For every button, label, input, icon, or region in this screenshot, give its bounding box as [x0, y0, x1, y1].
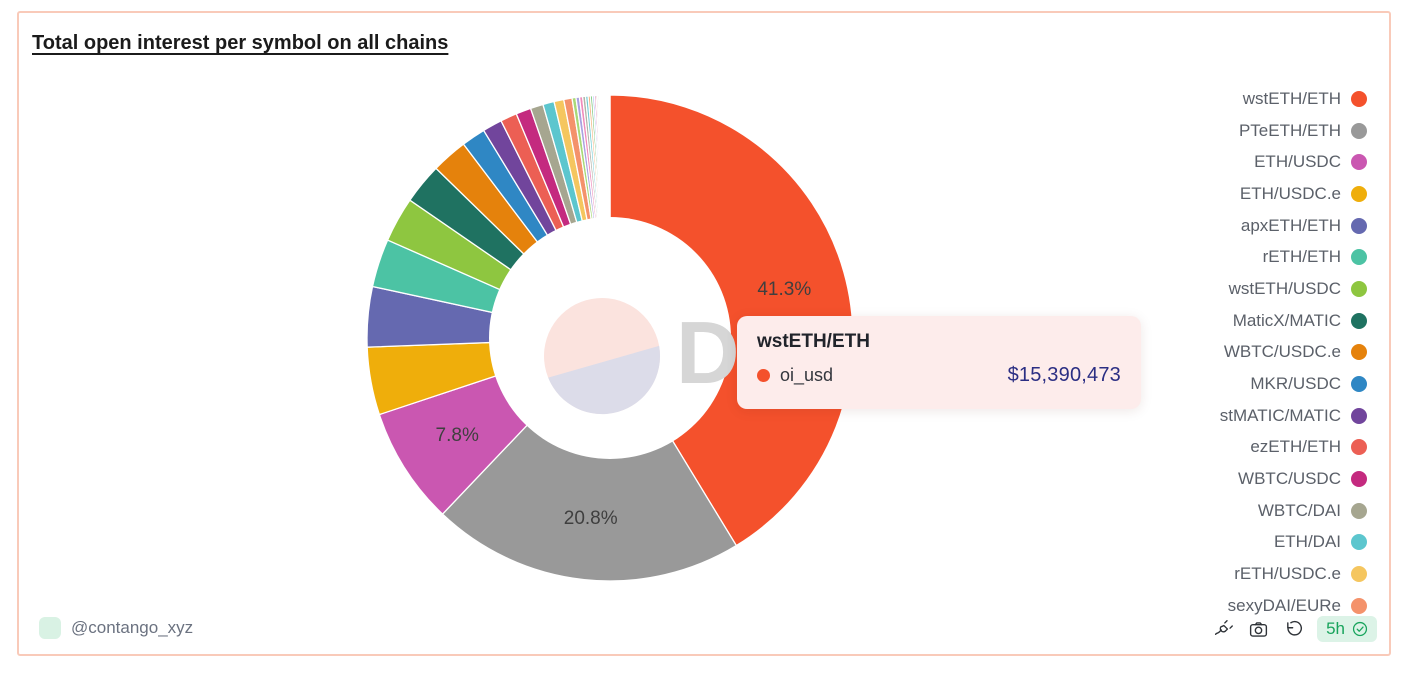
author-handle[interactable]: @contango_xyz	[71, 618, 194, 637]
percent-label: 7.8%	[436, 425, 479, 446]
legend-label: sexyDAI/EURe	[1227, 595, 1341, 615]
legend-dot	[1351, 90, 1367, 107]
author-avatar	[39, 617, 61, 639]
donut-chart: 41.3% 20.8% 7.8%	[365, 93, 855, 583]
legend-label: apxETH/ETH	[1240, 215, 1341, 235]
legend-label: ETH/USDC	[1254, 152, 1341, 172]
legend-dot	[1351, 217, 1367, 234]
legend-label: stMATIC/MATIC	[1219, 405, 1341, 425]
legend-dot	[1351, 122, 1367, 139]
legend-item-ETH/DAI[interactable]: ETH/DAI	[1274, 527, 1367, 559]
verified-check-icon	[1352, 621, 1368, 637]
camera-icon[interactable]	[1247, 618, 1269, 640]
legend-item-rETH/USDC.e[interactable]: rETH/USDC.e	[1234, 558, 1367, 590]
percent-label: 41.3%	[757, 279, 811, 300]
legend-item-apxETH/ETH[interactable]: apxETH/ETH	[1241, 210, 1367, 242]
tooltip-title: wstETH/ETH	[757, 331, 870, 352]
legend-label: rETH/USDC.e	[1234, 564, 1341, 584]
tooltip-value: $15,390,473	[1007, 364, 1121, 386]
legend-label: WBTC/USDC	[1238, 469, 1341, 489]
legend-dot	[1351, 471, 1367, 488]
legend-label: wstETH/ETH	[1242, 88, 1341, 108]
legend-dot	[1351, 502, 1367, 519]
legend-item-sexyDAI/EURe[interactable]: sexyDAI/EURe	[1228, 590, 1367, 622]
legend-item-PTeETH/ETH[interactable]: PTeETH/ETH	[1239, 115, 1367, 147]
chart-tooltip: wstETH/ETH oi_usd $15,390,473	[737, 316, 1141, 409]
legend-dot	[1351, 344, 1367, 361]
legend-item-wstETH/ETH[interactable]: wstETH/ETH	[1243, 83, 1367, 115]
legend-label: wstETH/USDC	[1228, 278, 1341, 298]
legend-label: ezETH/ETH	[1250, 437, 1341, 457]
legend-label: ETH/DAI	[1273, 532, 1341, 552]
chart-actions: 5h	[1212, 616, 1377, 642]
legend-label: WBTC/DAI	[1257, 500, 1341, 520]
legend-dot	[1351, 249, 1367, 266]
legend-dot	[1351, 154, 1367, 171]
legend-dot	[1351, 407, 1367, 424]
legend-label: MaticX/MATIC	[1232, 310, 1341, 330]
legend-item-WBTC/USDC[interactable]: WBTC/USDC	[1238, 463, 1367, 495]
legend-item-ETH/USDC.e[interactable]: ETH/USDC.e	[1240, 178, 1367, 210]
tooltip-row: oi_usd $15,390,473	[757, 364, 1121, 387]
center-logo-badge	[544, 298, 660, 415]
chart-title[interactable]: Total open interest per symbol on all ch…	[32, 32, 449, 54]
legend-item-stMATIC/MATIC[interactable]: stMATIC/MATIC	[1220, 400, 1367, 432]
chart-card: Total open interest per symbol on all ch…	[17, 11, 1391, 656]
legend-label: PTeETH/ETH	[1238, 120, 1341, 140]
legend-dot	[1351, 280, 1367, 297]
legend-dot	[1351, 376, 1367, 393]
legend-dot	[1351, 597, 1367, 614]
legend-item-wstETH/USDC[interactable]: wstETH/USDC	[1229, 273, 1367, 305]
legend-item-ETH/USDC[interactable]: ETH/USDC	[1254, 146, 1367, 178]
legend-label: MKR/USDC	[1250, 374, 1341, 394]
legend-dot	[1351, 312, 1367, 329]
legend-dot	[1351, 439, 1367, 456]
legend-item-MaticX/MATIC[interactable]: MaticX/MATIC	[1233, 305, 1367, 337]
data-freshness-badge[interactable]: 5h	[1317, 616, 1377, 642]
legend-dot	[1351, 566, 1367, 583]
donut-svg: 41.3% 20.8% 7.8%	[366, 94, 854, 582]
tooltip-series-dot	[757, 369, 770, 382]
legend-label: rETH/ETH	[1262, 247, 1341, 267]
refresh-icon[interactable]	[1282, 618, 1304, 640]
legend-item-WBTC/DAI[interactable]: WBTC/DAI	[1258, 495, 1367, 527]
legend-dot	[1351, 534, 1367, 551]
percent-label: 20.8%	[564, 508, 618, 529]
legend-item-WBTC/USDC.e[interactable]: WBTC/USDC.e	[1224, 337, 1367, 369]
data-age-text: 5h	[1326, 619, 1345, 638]
plug-icon[interactable]	[1212, 618, 1234, 640]
legend-label: ETH/USDC.e	[1239, 183, 1341, 203]
legend-item-ezETH/ETH[interactable]: ezETH/ETH	[1250, 432, 1367, 464]
author-attribution: @contango_xyz	[39, 617, 193, 639]
tooltip-series-name: oi_usd	[780, 365, 834, 385]
chart-legend: wstETH/ETH PTeETH/ETH ETH/USDC ETH/USDC.e ap…	[1220, 83, 1367, 622]
pie-slice-PTeETH/ETH[interactable]	[441, 336, 738, 582]
watermark-letter: D	[676, 303, 740, 402]
legend-dot	[1351, 185, 1367, 202]
legend-item-rETH/ETH[interactable]: rETH/ETH	[1263, 241, 1367, 273]
legend-label: WBTC/USDC.e	[1223, 342, 1341, 362]
legend-item-MKR/USDC[interactable]: MKR/USDC	[1250, 368, 1367, 400]
